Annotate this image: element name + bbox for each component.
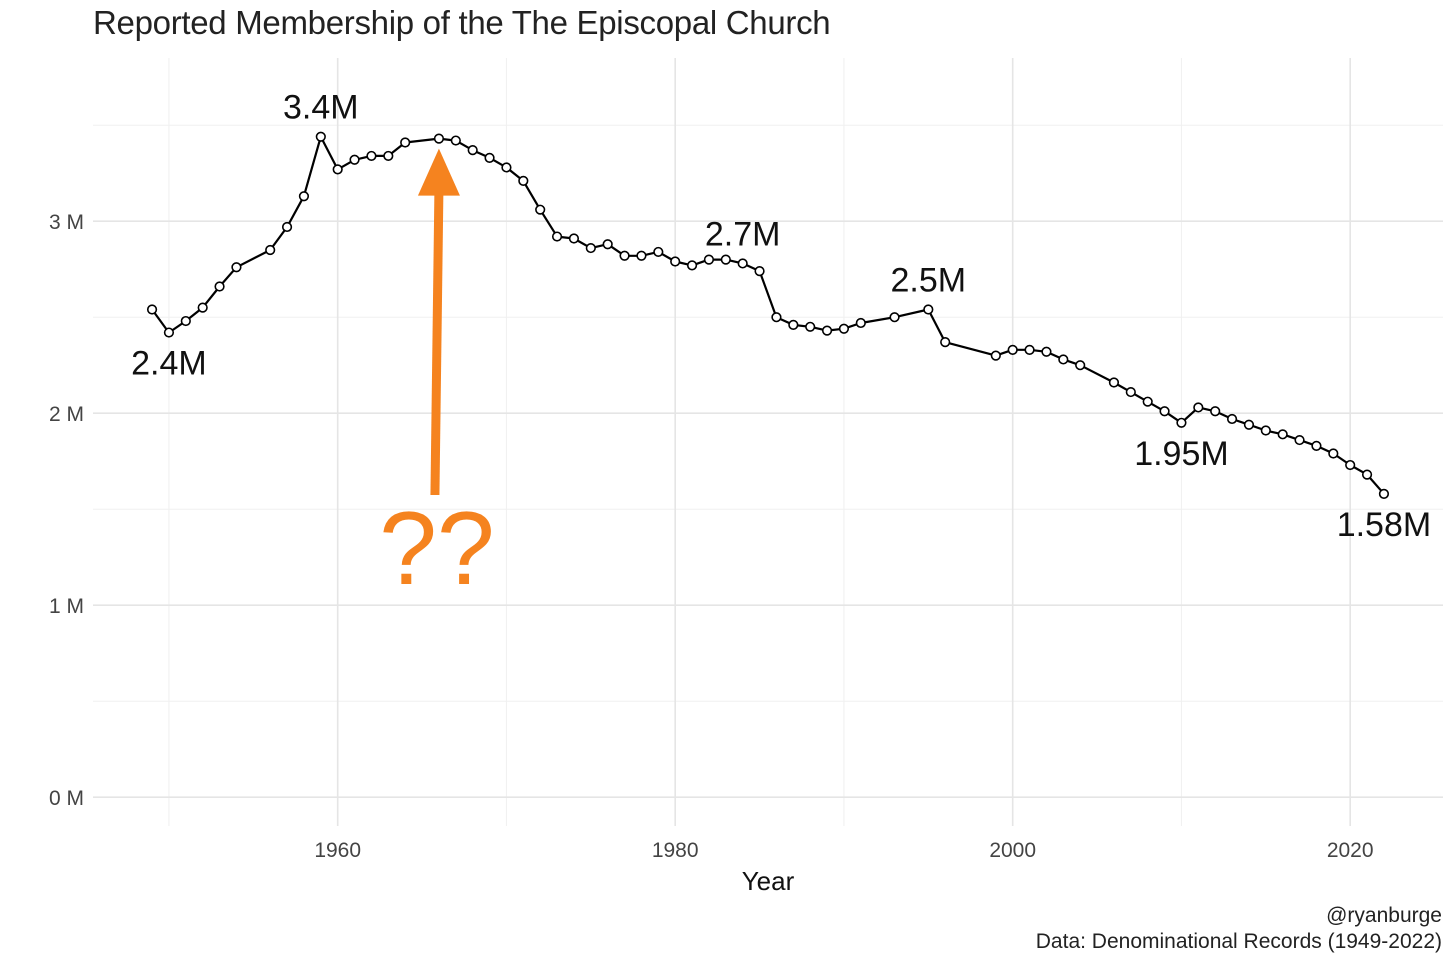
data-point [146,304,158,315]
data-point [467,145,478,156]
x-tick-label: 1960 [314,839,361,862]
y-tick-label: 1 M [49,595,84,618]
data-point [703,254,715,265]
data-point [1210,406,1221,417]
y-tick-label: 3 M [49,211,84,234]
data-point [1260,425,1271,436]
data-point [501,162,512,173]
data-point [940,337,951,348]
data-point [636,250,647,261]
annotation: ?? [379,148,495,607]
data-label: 1.58M [1337,506,1432,544]
data-label: 1.95M [1134,435,1229,473]
data-point [450,135,461,146]
data-point [349,154,360,165]
data-point [686,260,698,271]
data-point [805,321,816,332]
data-point [1041,346,1052,357]
data-point [281,221,293,233]
data-point [889,312,900,323]
annotation-arrow-head [417,148,460,196]
data-point [1058,354,1069,365]
data-point [602,239,613,250]
y-axis: 0 M 1 M 2 M 3 M [49,211,84,810]
minor-gridlines [93,58,1443,826]
data-point [788,319,799,330]
data-point [1226,413,1238,425]
major-gridlines [93,58,1443,826]
data-point [771,312,782,323]
y-tick-label: 0 M [49,787,84,810]
data-point [1193,402,1204,413]
data-point [1328,448,1339,459]
data-points [146,131,1390,499]
data-point [1361,469,1373,480]
data-point [1125,386,1136,398]
y-tick-label: 2 M [49,403,84,426]
data-point [383,150,394,162]
data-point [568,233,580,244]
data-point [1176,417,1187,428]
data-point [838,323,850,334]
annotation-question-marks: ?? [379,491,495,607]
data-point [923,304,934,315]
data-point [231,262,242,273]
data-point [298,191,310,202]
data-point [551,231,563,242]
data-point [821,325,833,336]
data-point [1142,396,1153,407]
data-labels: 2.4M 3.4M 2.7M 2.5M 1.95M 1.58M [131,89,1431,544]
data-point [315,131,326,142]
data-point [1024,344,1035,355]
chart-title: Reported Membership of the The Episcopal… [93,4,831,41]
data-label: 3.4M [283,89,359,127]
data-point [400,137,411,148]
x-tick-label: 1980 [652,839,699,862]
data-point [366,150,377,162]
data-point [670,256,681,267]
data-point [990,350,1001,361]
data-point [1277,429,1288,440]
data-point [535,204,546,215]
data-point [1294,434,1305,446]
data-point [1007,344,1018,355]
caption-handle: @ryanburge [1326,904,1442,927]
data-point [180,315,191,327]
x-axis: Year 1960 1980 2000 2020 [314,839,1373,896]
x-axis-label: Year [742,866,795,896]
data-point [1378,488,1390,499]
data-point [332,164,343,175]
data-point [737,258,748,269]
data-point [1345,459,1356,471]
data-point [855,317,866,329]
data-point [619,250,630,261]
data-point [265,244,276,256]
data-point [163,327,175,338]
data-point [1075,360,1086,371]
data-point [720,254,731,265]
data-label: 2.7M [705,215,781,253]
x-tick-label: 2000 [989,839,1036,862]
data-point [214,281,225,292]
data-point [754,266,765,277]
data-point [518,175,529,186]
caption-source: Data: Denominational Records (1949-2022) [1035,930,1442,953]
data-point [653,246,664,258]
data-point [197,302,208,313]
data-point [433,133,445,144]
data-point [1159,406,1170,417]
data-point [1243,419,1255,430]
data-point [585,242,596,254]
annotation-arrow-shaft [430,188,444,496]
data-point [1108,377,1120,388]
data-point [1311,440,1322,451]
data-label: 2.5M [891,262,967,300]
data-point [484,152,495,163]
data-label: 2.4M [131,345,207,383]
x-tick-label: 2020 [1327,839,1374,862]
